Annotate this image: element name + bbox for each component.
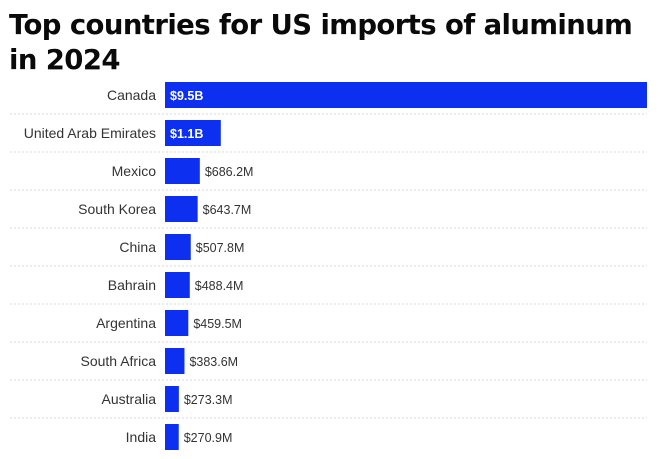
category-label: South Korea: [78, 201, 156, 217]
category-label: South Africa: [81, 353, 157, 369]
bar: [165, 120, 221, 146]
value-label: $459.5M: [193, 317, 242, 331]
category-label: Bahrain: [108, 277, 156, 293]
bar: [165, 82, 647, 108]
category-label: China: [119, 239, 156, 255]
bar: [165, 310, 189, 336]
value-label: $488.4M: [195, 279, 244, 293]
chart-title: Top countries for US imports of aluminum…: [9, 9, 633, 76]
value-label: $270.9M: [184, 431, 233, 445]
value-label: $383.6M: [189, 355, 238, 369]
category-label: Argentina: [96, 315, 156, 331]
category-label: Australia: [102, 391, 157, 407]
bar: [165, 272, 190, 298]
category-label: India: [126, 429, 157, 445]
category-label: Mexico: [112, 163, 157, 179]
value-label: $643.7M: [203, 203, 252, 217]
bar: [165, 386, 179, 412]
bar: [165, 234, 191, 260]
value-label: $686.2M: [205, 165, 254, 179]
value-label: $273.3M: [184, 393, 233, 407]
bar: [165, 158, 200, 184]
category-label: Canada: [107, 87, 156, 103]
value-label: $507.8M: [196, 241, 245, 255]
bar: [165, 348, 185, 374]
category-label: United Arab Emirates: [24, 125, 156, 141]
bar: [165, 196, 198, 222]
bar: [165, 424, 179, 450]
value-label: $1.1B: [170, 127, 203, 141]
value-label: $9.5B: [170, 89, 203, 103]
